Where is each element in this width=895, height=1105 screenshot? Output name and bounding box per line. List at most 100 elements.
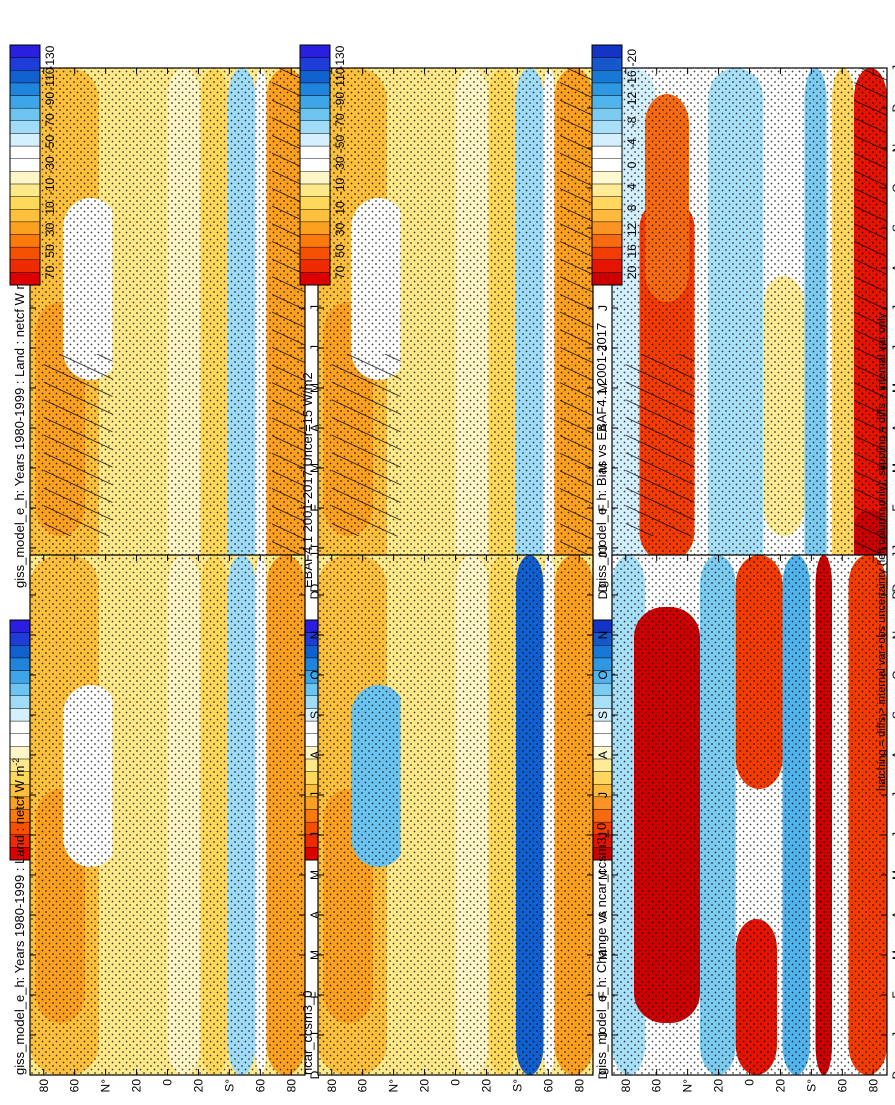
- colorbar-label: -8: [625, 116, 639, 127]
- colorbar-swatch: [591, 234, 623, 248]
- x-tick-label: A: [308, 911, 322, 919]
- x-tick-label: A: [596, 911, 610, 919]
- colorbar-label: 10: [43, 201, 57, 215]
- x-tick-label: M: [890, 463, 895, 473]
- colorbar-swatch: [9, 82, 41, 96]
- hatching-layer: [43, 354, 113, 536]
- hatching-layer: [331, 354, 401, 536]
- y-tick-label: 60: [650, 1079, 664, 1093]
- colorbar-frame: [299, 44, 331, 286]
- colorbar-label: -50: [333, 135, 347, 153]
- x-tick-label: F: [308, 991, 322, 998]
- colorbar-label: 30: [333, 222, 347, 236]
- colorbar-label: -50: [43, 135, 57, 153]
- colorbar-swatch: [9, 70, 41, 84]
- x-tick-label: J: [596, 545, 610, 551]
- colorbar-swatch: [9, 272, 41, 286]
- x-tick-label: A: [890, 424, 895, 432]
- colorbar-swatch: [591, 120, 623, 134]
- colorbar-swatch: [299, 196, 331, 210]
- colorbar-swatch: [299, 259, 331, 273]
- colorbar-label: -110: [43, 67, 57, 90]
- chart-title: giss_model_e_h: Years 1980-1999 : Land :…: [11, 758, 27, 1075]
- stippling-layer: [612, 555, 887, 1075]
- panel-l3: DJFMAMJJASONDJ8060N°20020S°6080giss_mode…: [594, 65, 895, 605]
- y-tick-label: 60: [356, 1079, 370, 1093]
- colorbar-swatch: [299, 44, 331, 58]
- x-tick-label: O: [596, 670, 610, 679]
- heatmap-area: [29, 554, 306, 1076]
- colorbar-label: 50: [43, 244, 57, 258]
- x-tick-label: J: [890, 65, 895, 71]
- x-tick-label: J: [308, 792, 322, 798]
- colorbar-swatch: [591, 171, 623, 185]
- colorbar-swatch: [591, 70, 623, 84]
- y-tick-label: 80: [37, 1079, 51, 1093]
- x-tick-label: J: [596, 832, 610, 838]
- y-tick-label: 20: [712, 1079, 726, 1093]
- x-tick-label: D: [308, 1070, 322, 1079]
- heatmap-area: [317, 554, 594, 1076]
- x-tick-label: O: [890, 183, 895, 192]
- colorbar-frame: [591, 44, 623, 286]
- colorbar-swatch: [591, 183, 623, 197]
- x-tick-label: F: [596, 991, 610, 998]
- colorbar-swatch: [591, 272, 623, 286]
- colorbar-swatch: [591, 221, 623, 235]
- x-tick-label: S: [890, 224, 895, 232]
- colorbar-swatch: [299, 107, 331, 121]
- colorbar-swatch: [591, 145, 623, 159]
- x-tick-label: O: [308, 670, 322, 679]
- x-tick-label: A: [890, 264, 895, 272]
- colorbar-swatch: [9, 44, 41, 58]
- x-tick-label: J: [308, 545, 322, 551]
- panel-l1: DJFMAMJJASONDJ8060N°20020S°6080giss_mode…: [11, 65, 322, 605]
- colorbar-label: -70: [333, 113, 347, 131]
- x-tick-label: D: [596, 1070, 610, 1079]
- x-tick-label: N: [596, 631, 610, 640]
- y-tick-label: 60: [835, 1079, 849, 1093]
- x-tick-label: J: [308, 1032, 322, 1038]
- y-tick-label: 80: [325, 1079, 339, 1093]
- x-tick-label: J: [308, 345, 322, 351]
- colorbar-label: -130: [43, 45, 57, 69]
- y-tick-label: N°: [681, 1079, 695, 1093]
- x-tick-label: A: [890, 911, 895, 919]
- colorbar-swatch: [299, 145, 331, 159]
- hatching-layer: [854, 68, 887, 588]
- x-tick-label: D: [890, 1070, 895, 1079]
- x-tick-label: M: [596, 463, 610, 473]
- x-tick-label: M: [308, 463, 322, 473]
- y-tick-label: 80: [866, 1079, 880, 1093]
- x-tick-label: O: [890, 670, 895, 679]
- colorbar-label: -10: [333, 177, 347, 195]
- y-tick-label: 20: [130, 1079, 144, 1093]
- colorbar-label: 4: [625, 183, 639, 190]
- x-tick-label: M: [890, 383, 895, 393]
- colorbar-swatch: [9, 221, 41, 235]
- x-tick-label: D: [890, 103, 895, 112]
- colorbar-swatch: [9, 259, 41, 273]
- x-tick-label: M: [890, 870, 895, 880]
- y-tick-label: S°: [222, 1079, 236, 1092]
- x-tick-label: D: [308, 590, 322, 599]
- x-tick-label: M: [308, 383, 322, 393]
- colorbar-label: -90: [43, 92, 57, 110]
- y-tick-label: 0: [161, 1079, 175, 1086]
- x-tick-label: D: [308, 583, 322, 592]
- x-tick-label: A: [308, 751, 322, 759]
- chart-title: giss_model_e_h: Bias vs EBAF4.1 2001-201…: [594, 323, 609, 588]
- x-tick-label: D: [596, 590, 610, 599]
- x-tick-label: F: [308, 504, 322, 511]
- colorbar-swatch: [591, 209, 623, 223]
- y-tick-label: N°: [387, 1079, 401, 1093]
- colorbar-label: -90: [333, 92, 347, 110]
- colorbar-swatch: [9, 246, 41, 260]
- x-tick-label: S: [308, 711, 322, 719]
- x-tick-label: J: [890, 1032, 895, 1038]
- colorbar-swatch: [9, 234, 41, 248]
- colorbar-swatch: [591, 246, 623, 260]
- colorbar-swatch: [299, 221, 331, 235]
- y-tick-label: S°: [804, 1079, 818, 1092]
- hatching-layer: [625, 354, 695, 536]
